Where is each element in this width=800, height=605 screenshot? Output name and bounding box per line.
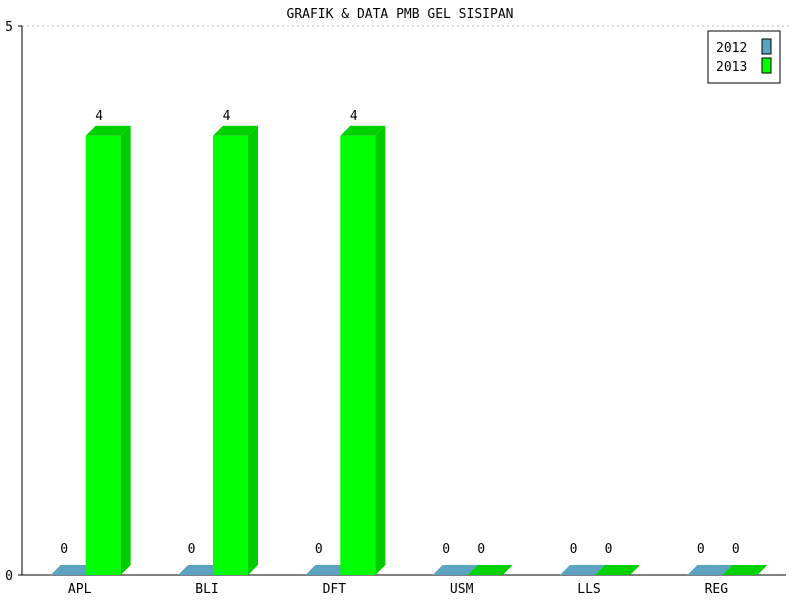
- x-tick-label: USM: [450, 582, 474, 597]
- bar: [213, 135, 248, 576]
- y-tick-label: 5: [5, 20, 13, 35]
- data-label: 4: [223, 109, 231, 124]
- bar: [467, 565, 513, 575]
- chart-title: GRAFIK & DATA PMB GEL SISIPAN: [287, 7, 514, 22]
- data-label: 4: [350, 109, 358, 124]
- bar-side: [375, 125, 386, 576]
- bar-top: [340, 125, 386, 136]
- data-label: 0: [315, 542, 323, 557]
- data-label: 0: [188, 542, 196, 557]
- data-label: 0: [570, 542, 578, 557]
- bar: [687, 565, 733, 575]
- bar-side: [120, 125, 131, 576]
- data-label: 0: [605, 542, 613, 557]
- data-label: 0: [697, 542, 705, 557]
- legend-label: 2012: [716, 41, 747, 56]
- legend-swatch: [761, 57, 772, 74]
- bar: [560, 565, 605, 575]
- bar: [305, 565, 351, 575]
- data-label: 0: [732, 542, 740, 557]
- data-label: 0: [60, 542, 68, 557]
- x-tick-label: DFT: [323, 582, 347, 597]
- bar-side: [248, 125, 258, 576]
- bar: [50, 565, 96, 575]
- bar: [432, 565, 478, 575]
- bar: [178, 565, 223, 575]
- bar: [722, 565, 768, 575]
- legend-swatch: [761, 38, 772, 55]
- bar-top: [213, 125, 258, 136]
- data-label: 4: [95, 109, 103, 124]
- bar-top: [85, 125, 131, 136]
- data-label: 0: [477, 542, 485, 557]
- y-tick-label: 0: [5, 569, 13, 584]
- x-tick-label: BLI: [195, 582, 218, 597]
- data-label: 0: [442, 542, 450, 557]
- legend-label: 2013: [716, 60, 747, 75]
- x-tick-label: LLS: [577, 582, 600, 597]
- x-tick-label: APL: [68, 582, 92, 597]
- bar: [595, 565, 640, 575]
- bar: [340, 135, 376, 576]
- x-tick-label: REG: [705, 582, 729, 597]
- bar: [85, 135, 121, 576]
